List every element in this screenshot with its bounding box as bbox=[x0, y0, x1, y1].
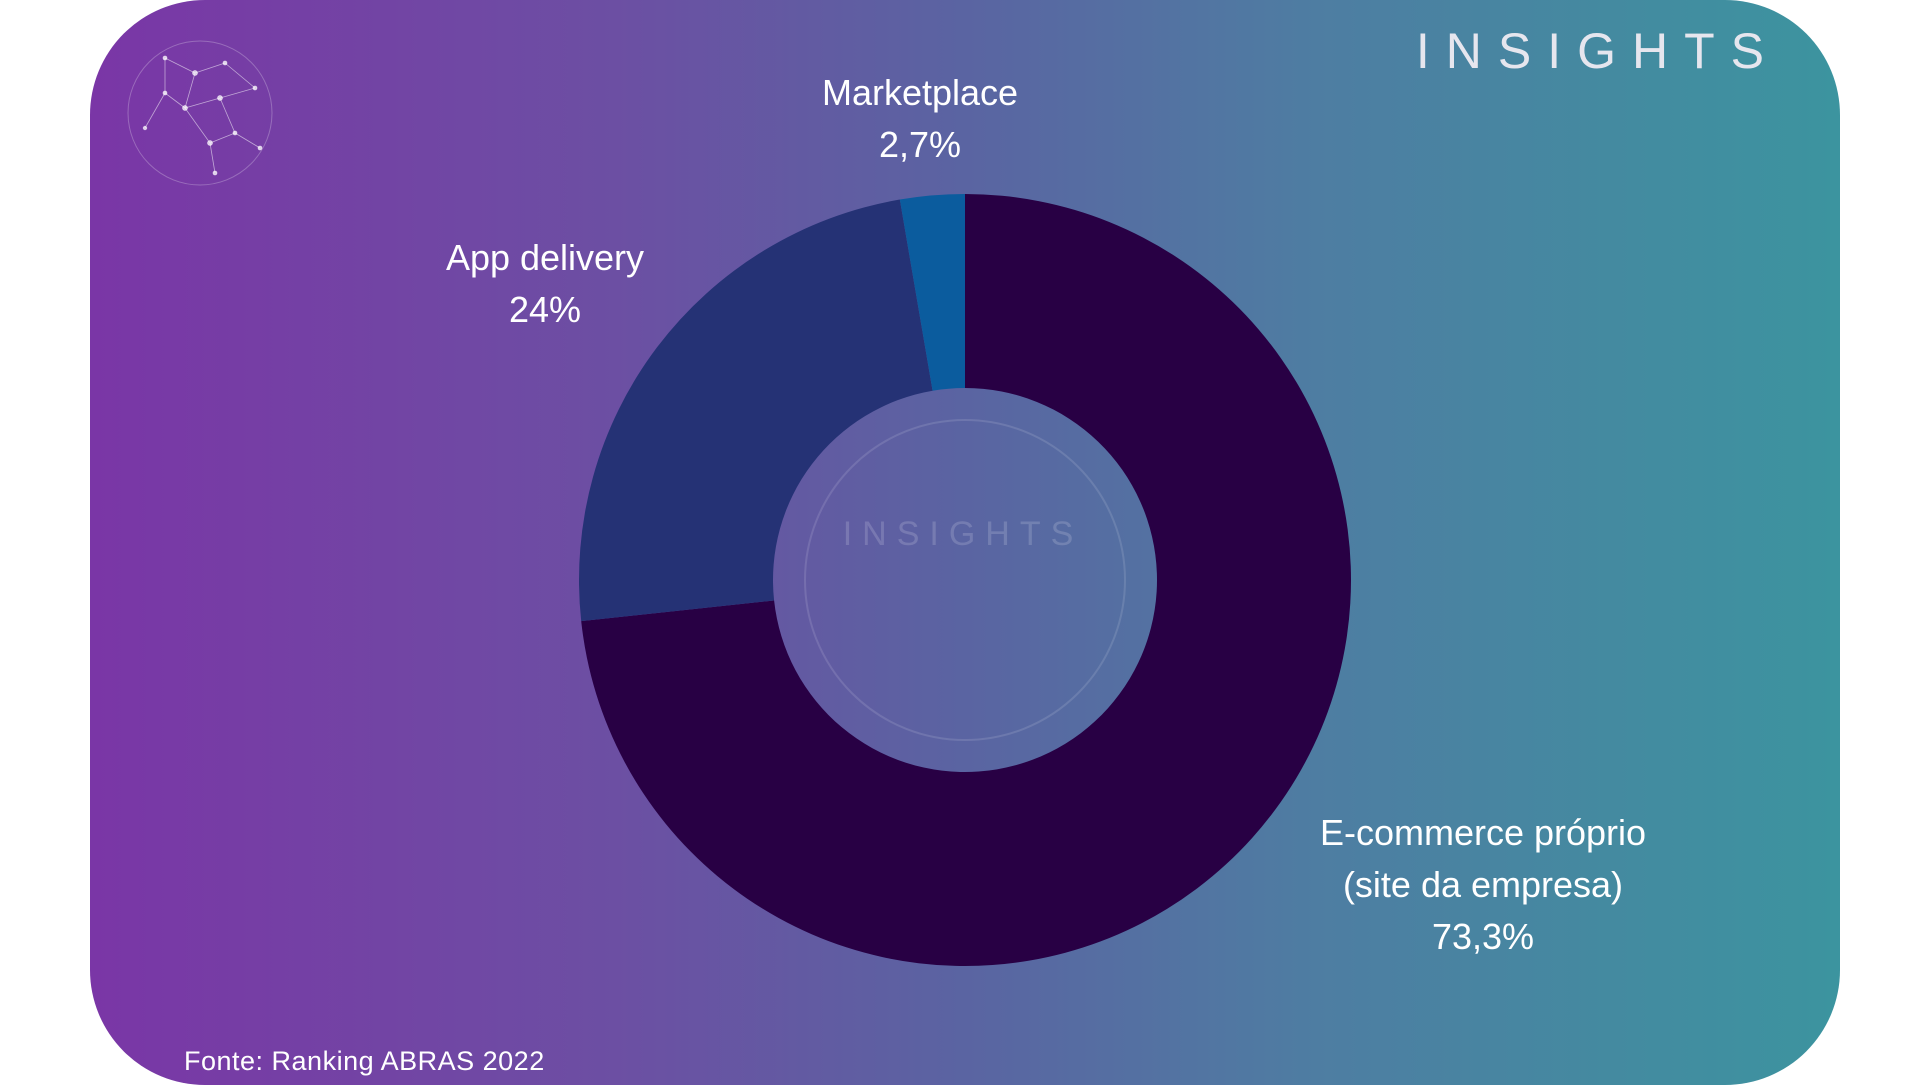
slice-marketplace bbox=[899, 194, 965, 391]
center-watermark: INSIGHTS bbox=[804, 419, 1126, 741]
label-app-delivery: App delivery 24% bbox=[446, 237, 644, 330]
label-ecommerce: E-commerce próprio (site da empresa) 73,3% bbox=[1320, 812, 1646, 957]
brand-title: INSIGHTS bbox=[1415, 23, 1780, 79]
donut-slices bbox=[579, 194, 1351, 967]
globe-icon bbox=[127, 40, 273, 186]
source-note: Fonte: Ranking ABRAS 2022 bbox=[184, 1046, 545, 1076]
label-marketplace: Marketplace 2,7% bbox=[822, 72, 1018, 165]
data-labels: E-commerce próprio (site da empresa) 73,3%… bbox=[446, 72, 1646, 957]
slice-app-delivery bbox=[579, 199, 933, 622]
watermark-text: INSIGHTS bbox=[843, 515, 1084, 553]
slice-ecommerce bbox=[581, 194, 1351, 967]
